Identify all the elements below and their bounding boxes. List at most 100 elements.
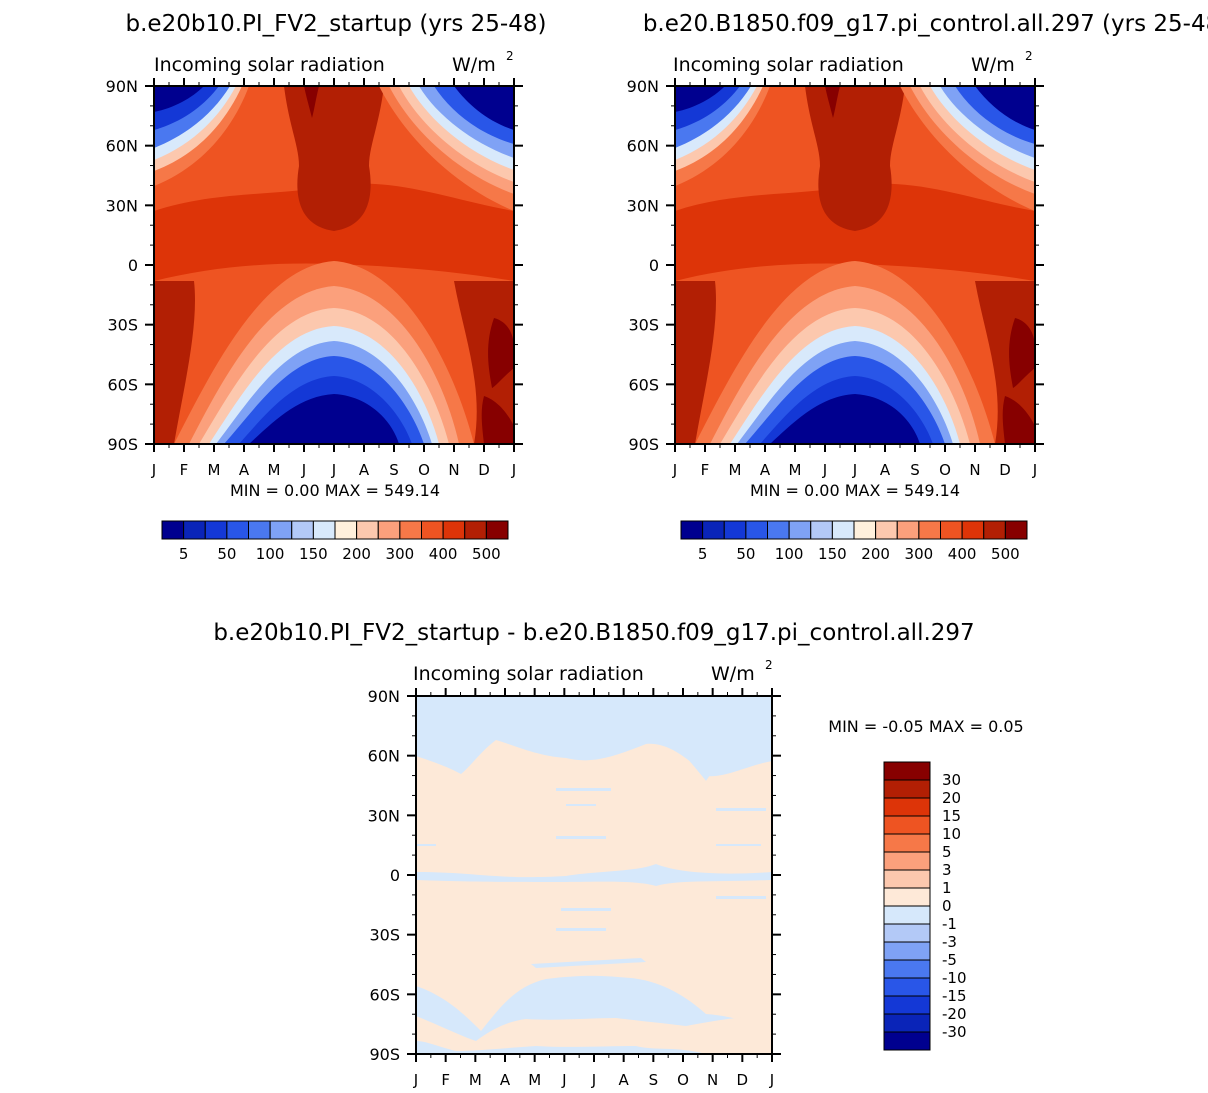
x-tick-label: D: [999, 461, 1011, 479]
colorbar-label: 200: [342, 545, 371, 563]
colorbar-swatch: [723, 520, 747, 540]
heatmap-field: [674, 85, 1036, 445]
colorbar-swatch: [312, 520, 336, 540]
x-tick-label: M: [268, 461, 281, 479]
colorbar-swatch: [918, 520, 941, 540]
x-tick-label: O: [418, 461, 430, 479]
colorbar-label: -15: [942, 987, 967, 1005]
x-tick-label: A: [619, 1071, 630, 1089]
x-tick-label: J: [151, 461, 156, 479]
y-tick-label: 60N: [368, 747, 400, 766]
x-tick-label: O: [939, 461, 951, 479]
y-tick-label: 90N: [627, 77, 659, 96]
x-tick-label: M: [789, 461, 802, 479]
y-tick-label: 90S: [107, 435, 138, 454]
colorbar-label: 500: [472, 545, 501, 563]
x-tick-label: J: [822, 461, 827, 479]
colorbar-swatch: [442, 520, 466, 540]
x-tick-label: D: [478, 461, 490, 479]
colorbar-label: -3: [942, 933, 957, 951]
y-tick-label: 30N: [368, 806, 400, 825]
x-tick-label: S: [389, 461, 399, 479]
colorbar-swatch: [883, 797, 931, 817]
x-tick-label: D: [737, 1071, 749, 1089]
colorbar-label: 3: [942, 861, 952, 879]
y-tick-label: 60N: [627, 137, 659, 156]
colorbar-swatch: [745, 520, 768, 540]
colorbar-swatch: [334, 520, 358, 540]
panel-title: b.e20b10.PI_FV2_startup (yrs 25-48): [126, 11, 547, 37]
colorbar-swatch: [883, 887, 931, 907]
panel-subtitle: Incoming solar radiation: [413, 663, 644, 685]
y-tick-label: 0: [390, 866, 400, 885]
colorbar-swatch: [161, 520, 185, 540]
panel-title: b.e20b10.PI_FV2_startup - b.e20.B1850.f0…: [213, 620, 974, 646]
x-tick-label: A: [239, 461, 250, 479]
colorbar-swatch: [248, 520, 271, 540]
x-tick-label: A: [500, 1071, 511, 1089]
colorbar-swatch: [421, 520, 444, 540]
y-tick-label: 90N: [106, 77, 138, 96]
colorbar-swatch: [883, 761, 931, 781]
x-tick-label: A: [880, 461, 891, 479]
colorbar-swatch: [883, 779, 931, 799]
colorbar-swatch: [883, 1031, 931, 1051]
colorbar-swatch: [767, 520, 790, 540]
colorbar-swatch: [883, 959, 931, 979]
y-tick-label: 60S: [628, 375, 659, 394]
x-tick-label: A: [760, 461, 771, 479]
colorbar-swatch: [883, 941, 931, 961]
colorbar-label: 400: [948, 545, 977, 563]
colorbar-label: 500: [991, 545, 1020, 563]
x-tick-label: F: [180, 461, 189, 479]
colorbar-label: 150: [818, 545, 847, 563]
x-tick-label: N: [969, 461, 980, 479]
colorbar-swatch: [1004, 520, 1028, 540]
x-tick-label: J: [413, 1071, 418, 1089]
colorbar-label: 1: [942, 879, 952, 897]
colorbar-swatch: [883, 869, 931, 889]
y-tick-label: 30N: [627, 196, 659, 215]
y-tick-label: 0: [649, 256, 659, 275]
x-tick-label: J: [852, 461, 857, 479]
colorbar-label: -5: [942, 951, 957, 969]
x-tick-label: J: [1032, 461, 1037, 479]
colorbar-label: -20: [942, 1005, 967, 1023]
panel-top-right: b.e20.B1850.f09_g17.pi_control.all.297 (…: [627, 11, 1208, 563]
colorbar-label: 100: [775, 545, 804, 563]
panel-units-sup: 2: [506, 49, 514, 63]
colorbar-swatch: [883, 1013, 931, 1033]
x-tick-label: M: [528, 1071, 541, 1089]
colorbar-swatch: [399, 520, 422, 540]
x-tick-label: F: [701, 461, 710, 479]
panel-subtitle: Incoming solar radiation: [154, 54, 385, 76]
x-tick-label: N: [707, 1071, 718, 1089]
panel-subtitle: Incoming solar radiation: [673, 54, 904, 76]
colorbar-swatch: [291, 520, 314, 540]
colorbar-label: -1: [942, 915, 957, 933]
x-tick-label: J: [769, 1071, 774, 1089]
colorbar-swatch: [204, 520, 228, 540]
x-tick-label: S: [649, 1071, 659, 1089]
colorbar-label: 50: [736, 545, 755, 563]
colorbar-label: 10: [942, 825, 961, 843]
x-tick-label: J: [511, 461, 516, 479]
colorbar-swatch: [883, 851, 931, 871]
min-max-readout: MIN = 0.00 MAX = 549.14: [750, 481, 960, 500]
colorbar-label: 300: [905, 545, 934, 563]
colorbar-swatch: [356, 520, 379, 540]
panel-title: b.e20.B1850.f09_g17.pi_control.all.297 (…: [643, 11, 1208, 37]
colorbar-swatch: [226, 520, 249, 540]
heatmap-field: [153, 85, 515, 445]
colorbar-label: 400: [429, 545, 458, 563]
colorbar-swatch: [680, 520, 704, 540]
colorbar-label: -10: [942, 969, 967, 987]
x-tick-label: S: [910, 461, 920, 479]
colorbar-label: -30: [942, 1023, 967, 1041]
colorbar: 5 50 100 150 200 300 400 500: [680, 520, 1028, 563]
colorbar-label: 300: [386, 545, 415, 563]
